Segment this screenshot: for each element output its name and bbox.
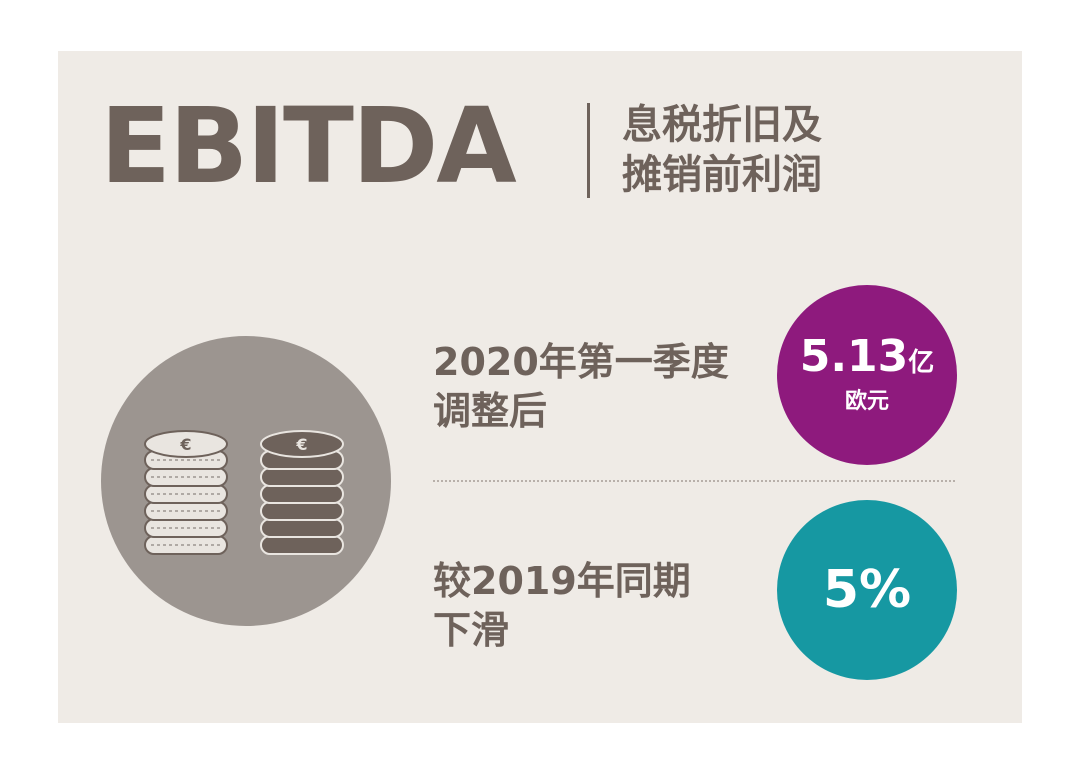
stat2-value: 5% xyxy=(822,560,912,620)
stat1-label-line2: 调整后 xyxy=(433,388,548,433)
stat1-value-row: 5.13亿 xyxy=(800,335,935,379)
subtitle: 息税折旧及 摊销前利润 xyxy=(622,100,822,200)
page-title: EBITDA xyxy=(100,85,517,207)
stat2-label-line1: 较2019年同期 xyxy=(433,559,691,603)
stat1-unit2: 欧元 xyxy=(844,389,889,414)
stat2-badge: 5% xyxy=(777,500,957,680)
subtitle-line2: 摊销前利润 xyxy=(622,152,822,198)
stat1-badge: 5.13亿 欧元 xyxy=(777,285,957,465)
euro-coin-stacks-icon: € € xyxy=(144,430,344,555)
svg-text:€: € xyxy=(179,435,191,454)
dotted-divider xyxy=(433,480,955,482)
stat2-label-line2: 下滑 xyxy=(433,607,510,652)
stat2-label: 较2019年同期 下滑 xyxy=(433,557,691,654)
coin-illustration: € € xyxy=(101,336,391,626)
stat1-label: 2020年第一季度 调整后 xyxy=(433,338,729,435)
stat1-label-line1: 2020年第一季度 xyxy=(433,340,729,384)
subtitle-line1: 息税折旧及 xyxy=(622,102,822,148)
stat1-value: 5.13 xyxy=(799,331,909,382)
title-divider xyxy=(587,103,590,198)
svg-text:€: € xyxy=(295,435,307,454)
stat1-unit1: 亿 xyxy=(908,348,935,378)
